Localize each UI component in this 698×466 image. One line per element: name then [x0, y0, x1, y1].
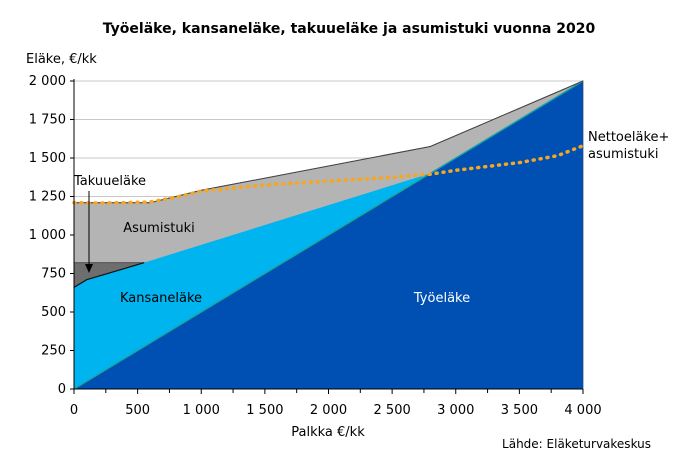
y-tick-label: 1 500: [29, 151, 66, 166]
area-label-takuuelake: Takuueläke: [73, 174, 146, 189]
line-kansanelake-top: [73, 262, 145, 288]
line-label-netto-2: asumistuki: [588, 147, 659, 162]
chart-title: Työeläke, kansaneläke, takuueläke ja asu…: [103, 21, 596, 37]
x-tick-label: 3 500: [501, 403, 538, 418]
x-tick-label: 2 000: [310, 403, 347, 418]
area-layer: [73, 80, 584, 390]
y-tick-label: 0: [58, 382, 66, 397]
y-tick-label: 2 000: [29, 74, 66, 89]
x-tick-label: 4 000: [564, 403, 601, 418]
x-tick-label: 1 000: [183, 403, 220, 418]
area-label-tyoelake: Työeläke: [413, 291, 470, 306]
line-layer: [72, 143, 585, 205]
x-axis-label: Palkka €/kk: [291, 425, 365, 440]
line-label-netto-1: Nettoeläke+: [588, 130, 669, 145]
x-tick-label: 0: [70, 403, 78, 418]
x-tick-label: 1 500: [246, 403, 283, 418]
y-tick-label: 1 250: [29, 190, 66, 205]
x-tick-label: 2 500: [374, 403, 411, 418]
y-tick-label: 500: [41, 305, 66, 320]
x-tick-label: 500: [125, 403, 150, 418]
y-tick-label: 750: [41, 267, 66, 282]
line-tyoelake-top: [73, 80, 584, 390]
x-tick-label: 3 000: [437, 403, 474, 418]
takuuelake-arrow: [85, 191, 93, 273]
y-tick-label: 1 750: [29, 113, 66, 128]
y-tick-label: 250: [41, 344, 66, 359]
y-tick-label: 1 000: [29, 228, 66, 243]
axis-layer: 0 250 500 750 1 000 1 250 1 500 1 750 2 000 0 500 1…: [29, 74, 602, 418]
line-nettoelake-asumistuki: [72, 143, 585, 205]
y-axis-label: Eläke, €/kk: [26, 52, 97, 67]
area-label-kansanelake: Kansaneläke: [120, 291, 202, 306]
source-label: Lähde: Eläketurvakeskus: [502, 437, 651, 451]
area-label-asumistuki: Asumistuki: [123, 221, 194, 236]
